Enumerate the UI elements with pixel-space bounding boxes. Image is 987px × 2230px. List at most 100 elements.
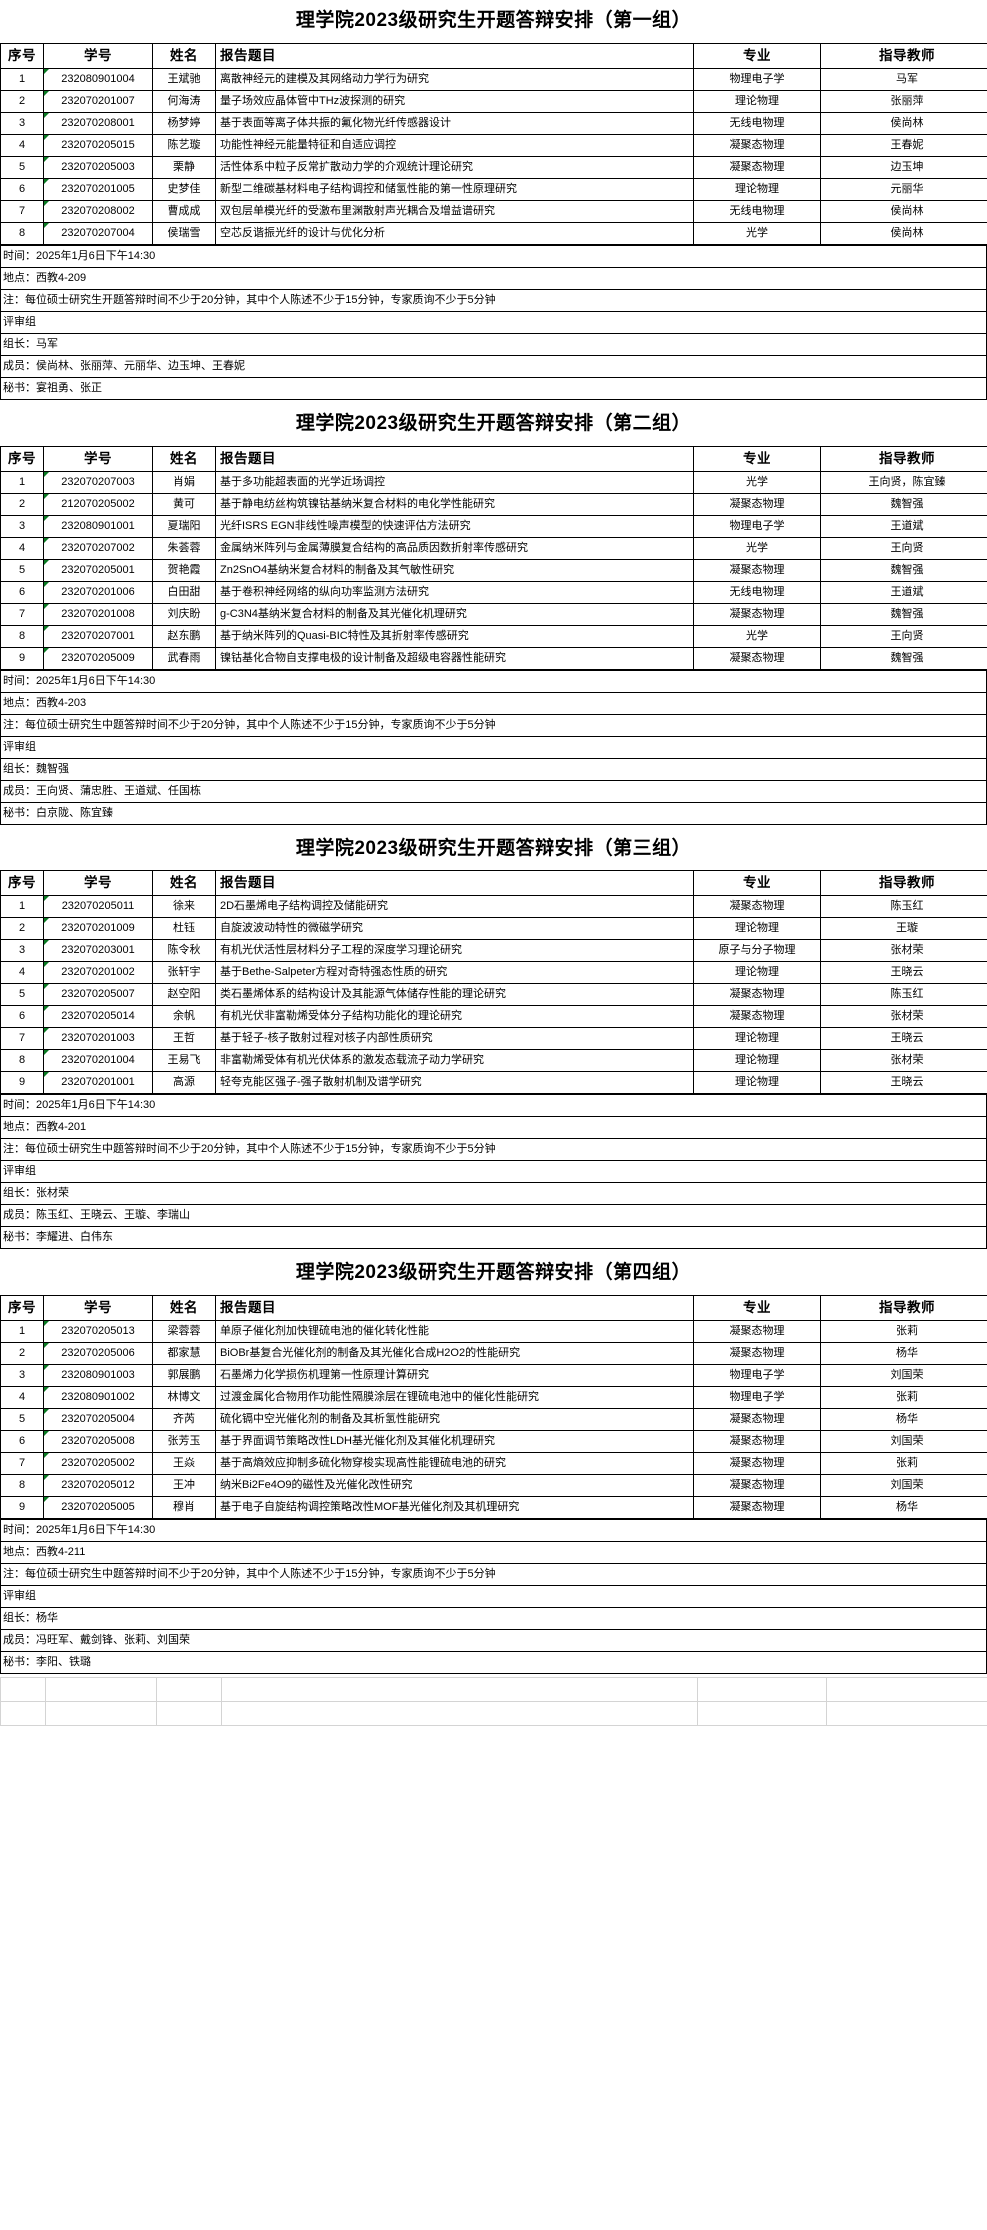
cell-advisor[interactable]: 刘国荣 xyxy=(820,1474,987,1497)
cell-student-id[interactable]: 232070205005 xyxy=(43,1496,153,1519)
cell-name[interactable]: 侯瑞雪 xyxy=(152,221,216,245)
cell-name[interactable]: 杜钰 xyxy=(152,917,216,941)
cell-advisor[interactable]: 魏智强 xyxy=(820,558,987,582)
cell-index[interactable]: 3 xyxy=(0,1364,44,1387)
cell-index[interactable]: 5 xyxy=(0,155,44,179)
cell-name[interactable]: 杨梦婷 xyxy=(152,111,216,135)
cell-student-id[interactable]: 232070208002 xyxy=(43,199,153,223)
cell-index[interactable]: 4 xyxy=(0,961,44,985)
cell-major[interactable]: 凝聚态物理 xyxy=(693,1430,821,1453)
cell-topic[interactable]: 离散神经元的建模及其网络动力学行为研究 xyxy=(215,67,694,91)
cell-topic[interactable]: 硫化镉中空光催化剂的制备及其析氢性能研究 xyxy=(215,1408,694,1431)
cell-student-id[interactable]: 232070207001 xyxy=(43,624,153,648)
cell-index[interactable]: 6 xyxy=(0,177,44,201)
cell-advisor[interactable]: 王向贤 xyxy=(820,536,987,560)
cell-index[interactable]: 5 xyxy=(0,558,44,582)
cell-topic[interactable]: 过渡金属化合物用作功能性隔膜涂层在锂硫电池中的催化性能研究 xyxy=(215,1386,694,1409)
cell-student-id[interactable]: 232070205008 xyxy=(43,1430,153,1453)
cell-student-id[interactable]: 232080901001 xyxy=(43,514,153,538)
cell-major[interactable]: 凝聚态物理 xyxy=(693,895,821,919)
cell-student-id[interactable]: 232080901004 xyxy=(43,67,153,91)
cell-topic[interactable]: 基于多功能超表面的光学近场调控 xyxy=(215,470,694,494)
cell-name[interactable]: 赵空阳 xyxy=(152,983,216,1007)
cell-name[interactable]: 王焱 xyxy=(152,1452,216,1475)
cell-name[interactable]: 齐芮 xyxy=(152,1408,216,1431)
cell-topic[interactable]: 类石墨烯体系的结构设计及其能源气体储存性能的理论研究 xyxy=(215,983,694,1007)
cell-name[interactable]: 武春雨 xyxy=(152,646,216,670)
cell-major[interactable]: 凝聚态物理 xyxy=(693,155,821,179)
cell-index[interactable]: 5 xyxy=(0,983,44,1007)
cell-index[interactable]: 9 xyxy=(0,646,44,670)
cell-advisor[interactable]: 张莉 xyxy=(820,1386,987,1409)
cell-student-id[interactable]: 212070205002 xyxy=(43,492,153,516)
cell-student-id[interactable]: 232070201004 xyxy=(43,1049,153,1073)
cell-student-id[interactable]: 232070205011 xyxy=(43,895,153,919)
cell-advisor[interactable]: 王道斌 xyxy=(820,580,987,604)
cell-name[interactable]: 栗静 xyxy=(152,155,216,179)
cell-name[interactable]: 余帆 xyxy=(152,1005,216,1029)
cell-topic[interactable]: 基于静电纺丝构筑镍钴基纳米复合材料的电化学性能研究 xyxy=(215,492,694,516)
cell-topic[interactable]: 非富勒烯受体有机光伏体系的激发态载流子动力学研究 xyxy=(215,1049,694,1073)
cell-topic[interactable]: 镍钴基化合物自支撑电极的设计制备及超级电容器性能研究 xyxy=(215,646,694,670)
cell-topic[interactable]: 基于Bethe-Salpeter方程对奇特强态性质的研究 xyxy=(215,961,694,985)
cell-topic[interactable]: BiOBr基复合光催化剂的制备及其光催化合成H2O2的性能研究 xyxy=(215,1342,694,1365)
cell-index[interactable]: 4 xyxy=(0,1386,44,1409)
empty-cell[interactable] xyxy=(45,1677,157,1702)
cell-index[interactable]: 7 xyxy=(0,199,44,223)
cell-advisor[interactable]: 王春妮 xyxy=(820,133,987,157)
cell-major[interactable]: 理论物理 xyxy=(693,1071,821,1095)
cell-topic[interactable]: 有机光伏非富勒烯受体分子结构功能化的理论研究 xyxy=(215,1005,694,1029)
cell-advisor[interactable]: 张材荣 xyxy=(820,939,987,963)
cell-major[interactable]: 凝聚态物理 xyxy=(693,602,821,626)
cell-advisor[interactable]: 魏智强 xyxy=(820,602,987,626)
cell-index[interactable]: 6 xyxy=(0,580,44,604)
cell-index[interactable]: 7 xyxy=(0,1027,44,1051)
cell-name[interactable]: 王斌驰 xyxy=(152,67,216,91)
empty-cell[interactable] xyxy=(156,1677,222,1702)
cell-major[interactable]: 无线电物理 xyxy=(693,111,821,135)
cell-student-id[interactable]: 232070201005 xyxy=(43,177,153,201)
cell-student-id[interactable]: 232070201007 xyxy=(43,89,153,113)
cell-name[interactable]: 张轩宇 xyxy=(152,961,216,985)
cell-name[interactable]: 黄可 xyxy=(152,492,216,516)
empty-cell[interactable] xyxy=(0,1677,46,1702)
cell-advisor[interactable]: 张材荣 xyxy=(820,1049,987,1073)
cell-index[interactable]: 5 xyxy=(0,1408,44,1431)
cell-student-id[interactable]: 232070205007 xyxy=(43,983,153,1007)
cell-index[interactable]: 6 xyxy=(0,1430,44,1453)
cell-topic[interactable]: 活性体系中粒子反常扩散动力学的介观统计理论研究 xyxy=(215,155,694,179)
cell-advisor[interactable]: 王向贤，陈宜臻 xyxy=(820,470,987,494)
cell-name[interactable]: 梁蓉蓉 xyxy=(152,1320,216,1343)
cell-student-id[interactable]: 232070205002 xyxy=(43,1452,153,1475)
cell-name[interactable]: 高源 xyxy=(152,1071,216,1095)
cell-major[interactable]: 凝聚态物理 xyxy=(693,1005,821,1029)
cell-index[interactable]: 4 xyxy=(0,133,44,157)
cell-topic[interactable]: 基于表面等离子体共振的氟化物光纤传感器设计 xyxy=(215,111,694,135)
cell-topic[interactable]: 空芯反谐振光纤的设计与优化分析 xyxy=(215,221,694,245)
cell-topic[interactable]: 单原子催化剂加快锂硫电池的催化转化性能 xyxy=(215,1320,694,1343)
cell-major[interactable]: 理论物理 xyxy=(693,89,821,113)
cell-major[interactable]: 凝聚态物理 xyxy=(693,1408,821,1431)
cell-major[interactable]: 光学 xyxy=(693,536,821,560)
cell-student-id[interactable]: 232070205012 xyxy=(43,1474,153,1497)
cell-student-id[interactable]: 232070205009 xyxy=(43,646,153,670)
cell-student-id[interactable]: 232070201008 xyxy=(43,602,153,626)
cell-major[interactable]: 凝聚态物理 xyxy=(693,983,821,1007)
cell-advisor[interactable]: 边玉坤 xyxy=(820,155,987,179)
cell-index[interactable]: 9 xyxy=(0,1071,44,1095)
cell-index[interactable]: 2 xyxy=(0,917,44,941)
cell-topic[interactable]: 2D石墨烯电子结构调控及储能研究 xyxy=(215,895,694,919)
cell-major[interactable]: 凝聚态物理 xyxy=(693,646,821,670)
cell-student-id[interactable]: 232070205014 xyxy=(43,1005,153,1029)
cell-student-id[interactable]: 232070205003 xyxy=(43,155,153,179)
cell-advisor[interactable]: 杨华 xyxy=(820,1496,987,1519)
cell-advisor[interactable]: 魏智强 xyxy=(820,646,987,670)
cell-major[interactable]: 光学 xyxy=(693,470,821,494)
cell-student-id[interactable]: 232070205006 xyxy=(43,1342,153,1365)
cell-name[interactable]: 曹成成 xyxy=(152,199,216,223)
cell-major[interactable]: 凝聚态物理 xyxy=(693,558,821,582)
cell-name[interactable]: 贺艳霞 xyxy=(152,558,216,582)
cell-index[interactable]: 7 xyxy=(0,602,44,626)
cell-advisor[interactable]: 张莉 xyxy=(820,1452,987,1475)
cell-index[interactable]: 3 xyxy=(0,111,44,135)
